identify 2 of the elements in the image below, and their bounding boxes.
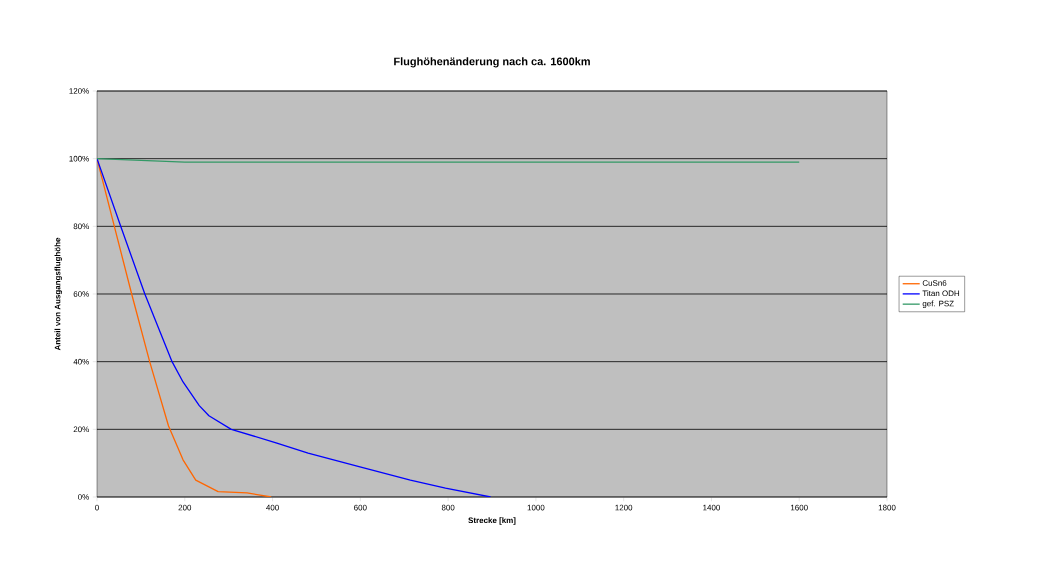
chart-title: Flughöhenänderung nach ca. 1600km	[394, 57, 590, 68]
line-series	[97, 158, 492, 497]
